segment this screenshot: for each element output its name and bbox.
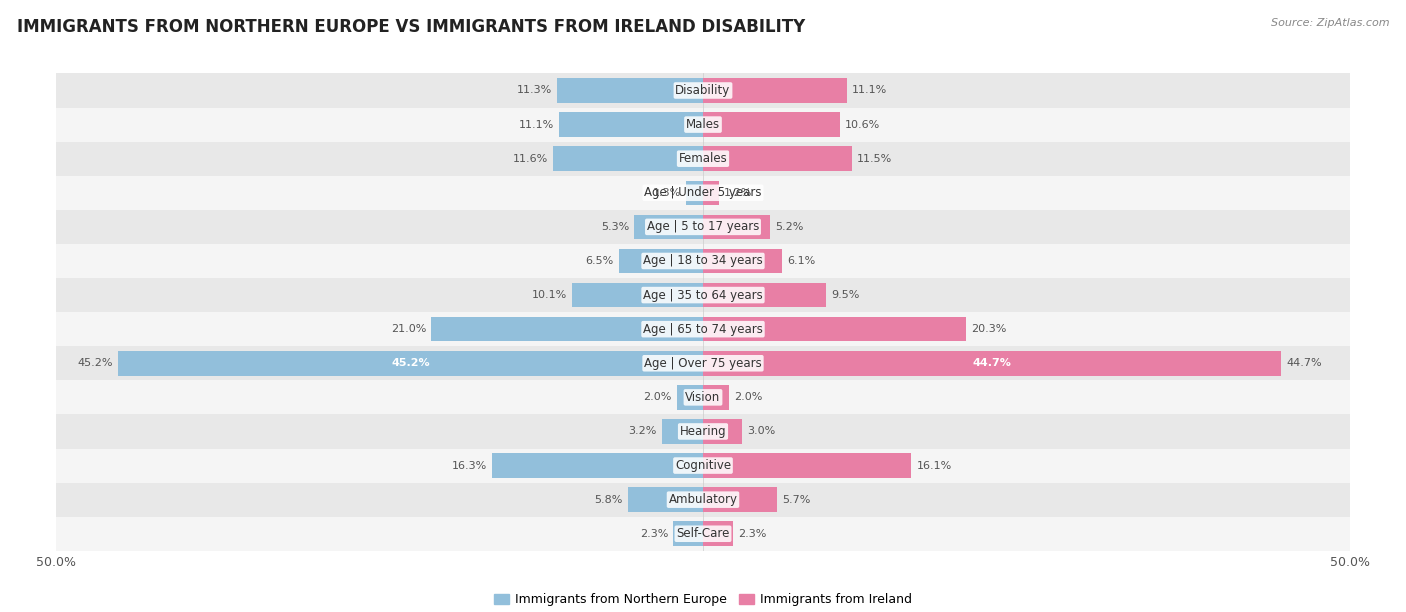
Text: 20.3%: 20.3% <box>970 324 1007 334</box>
Bar <box>678 385 703 409</box>
Bar <box>492 453 703 478</box>
Text: Vision: Vision <box>685 391 721 404</box>
Bar <box>56 517 1350 551</box>
Bar <box>703 78 846 103</box>
Text: Cognitive: Cognitive <box>675 459 731 472</box>
Bar <box>703 453 911 478</box>
Text: 2.3%: 2.3% <box>640 529 668 539</box>
Text: Hearing: Hearing <box>679 425 727 438</box>
Text: 2.0%: 2.0% <box>644 392 672 402</box>
Text: 11.3%: 11.3% <box>516 86 551 95</box>
Bar <box>703 283 825 307</box>
Text: Self-Care: Self-Care <box>676 528 730 540</box>
Text: Ambulatory: Ambulatory <box>668 493 738 506</box>
Text: 45.2%: 45.2% <box>391 358 430 368</box>
Bar <box>56 414 1350 449</box>
Text: 44.7%: 44.7% <box>1286 358 1322 368</box>
Text: 5.3%: 5.3% <box>600 222 630 232</box>
Bar <box>56 312 1350 346</box>
Text: Age | 5 to 17 years: Age | 5 to 17 years <box>647 220 759 233</box>
Bar <box>56 346 1350 380</box>
Bar <box>56 210 1350 244</box>
Text: 11.1%: 11.1% <box>519 119 554 130</box>
Text: 16.1%: 16.1% <box>917 461 952 471</box>
Bar <box>662 419 703 444</box>
Bar <box>118 351 703 376</box>
Bar <box>56 73 1350 108</box>
Text: Source: ZipAtlas.com: Source: ZipAtlas.com <box>1271 18 1389 28</box>
Bar <box>56 380 1350 414</box>
Text: 3.2%: 3.2% <box>628 427 657 436</box>
Bar <box>703 487 776 512</box>
Text: 1.3%: 1.3% <box>652 188 681 198</box>
Bar <box>432 317 703 341</box>
Text: 2.3%: 2.3% <box>738 529 766 539</box>
Bar <box>703 419 742 444</box>
Text: Age | 65 to 74 years: Age | 65 to 74 years <box>643 323 763 335</box>
Text: 10.6%: 10.6% <box>845 119 880 130</box>
Bar <box>703 215 770 239</box>
Text: Age | Over 75 years: Age | Over 75 years <box>644 357 762 370</box>
Text: 1.2%: 1.2% <box>724 188 752 198</box>
Bar <box>703 317 966 341</box>
Bar <box>703 351 1281 376</box>
Bar <box>703 248 782 273</box>
Text: IMMIGRANTS FROM NORTHERN EUROPE VS IMMIGRANTS FROM IRELAND DISABILITY: IMMIGRANTS FROM NORTHERN EUROPE VS IMMIG… <box>17 18 806 36</box>
Bar <box>673 521 703 546</box>
Bar <box>572 283 703 307</box>
Bar <box>553 146 703 171</box>
Bar <box>703 181 718 205</box>
Text: 10.1%: 10.1% <box>531 290 567 300</box>
Bar <box>619 248 703 273</box>
Bar <box>703 521 733 546</box>
Text: Age | 18 to 34 years: Age | 18 to 34 years <box>643 255 763 267</box>
Bar <box>56 176 1350 210</box>
Bar <box>703 146 852 171</box>
Bar <box>56 278 1350 312</box>
Text: 3.0%: 3.0% <box>747 427 775 436</box>
Bar <box>56 141 1350 176</box>
Bar <box>686 181 703 205</box>
Text: 5.7%: 5.7% <box>782 494 810 505</box>
Bar <box>703 113 841 137</box>
Text: 5.2%: 5.2% <box>776 222 804 232</box>
Text: 6.1%: 6.1% <box>787 256 815 266</box>
Text: 5.8%: 5.8% <box>595 494 623 505</box>
Text: 45.2%: 45.2% <box>77 358 112 368</box>
Text: 11.6%: 11.6% <box>513 154 548 163</box>
Bar <box>56 483 1350 517</box>
Legend: Immigrants from Northern Europe, Immigrants from Ireland: Immigrants from Northern Europe, Immigra… <box>488 588 918 611</box>
Text: 2.0%: 2.0% <box>734 392 762 402</box>
Bar <box>56 244 1350 278</box>
Bar <box>560 113 703 137</box>
Text: Age | 35 to 64 years: Age | 35 to 64 years <box>643 289 763 302</box>
Bar <box>56 108 1350 141</box>
Bar <box>56 449 1350 483</box>
Text: 11.1%: 11.1% <box>852 86 887 95</box>
Bar <box>628 487 703 512</box>
Text: Males: Males <box>686 118 720 131</box>
Text: 6.5%: 6.5% <box>585 256 614 266</box>
Bar <box>703 385 728 409</box>
Text: Females: Females <box>679 152 727 165</box>
Text: 44.7%: 44.7% <box>973 358 1011 368</box>
Bar <box>634 215 703 239</box>
Text: 11.5%: 11.5% <box>856 154 893 163</box>
Text: 9.5%: 9.5% <box>831 290 859 300</box>
Text: Disability: Disability <box>675 84 731 97</box>
Bar <box>557 78 703 103</box>
Text: 16.3%: 16.3% <box>451 461 486 471</box>
Text: Age | Under 5 years: Age | Under 5 years <box>644 186 762 200</box>
Text: 21.0%: 21.0% <box>391 324 426 334</box>
